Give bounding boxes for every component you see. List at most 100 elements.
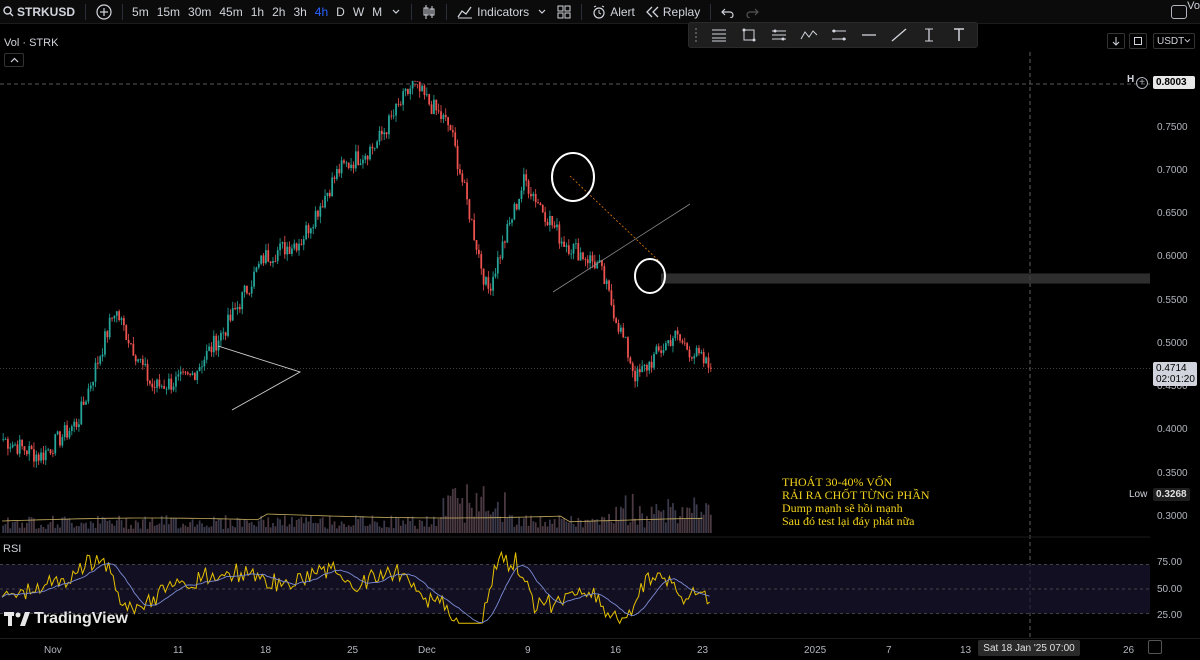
candle-body (466, 182, 468, 200)
candle-body (293, 243, 296, 249)
volume-bar (421, 520, 423, 533)
refresh-icon (1134, 37, 1142, 45)
add-symbol-button[interactable] (91, 0, 117, 24)
zigzag-icon (800, 30, 818, 40)
volume-bar (139, 528, 142, 533)
volume-bar (598, 524, 601, 533)
volume-bar (170, 517, 173, 533)
layout-icon[interactable] (1171, 5, 1187, 19)
candle-body (444, 114, 447, 118)
currency-select[interactable]: USDT (1153, 33, 1195, 49)
candle-body (111, 317, 113, 319)
chart-annotation[interactable]: THOÁT 30-40% VỐN RẢI RA CHỐT TỪNG PHẦN D… (782, 476, 930, 528)
tradingview-logo[interactable]: TradingView (4, 610, 128, 628)
candle-body (220, 332, 222, 341)
intervals-dropdown[interactable] (386, 0, 406, 24)
volume-bar (246, 520, 248, 533)
candle-body (229, 314, 232, 321)
trend-line-tool[interactable] (884, 24, 914, 46)
candle-body (291, 248, 293, 254)
candle-body (515, 204, 518, 210)
chart-type-button[interactable] (417, 0, 441, 24)
arrow-down-icon (1112, 37, 1120, 46)
scroll-down-button[interactable] (1107, 33, 1125, 49)
candle-body (601, 260, 603, 267)
volume-bar (627, 525, 629, 533)
path-tool[interactable] (794, 24, 824, 46)
volume-bar (560, 518, 563, 533)
volume-bar (617, 520, 620, 533)
candle-body (317, 210, 319, 217)
candle-body (215, 335, 218, 351)
volume-bar (141, 519, 144, 533)
candle-body (336, 169, 338, 179)
volume-bar (80, 522, 83, 533)
interval-5m[interactable]: 5m (132, 4, 149, 19)
replay-button[interactable]: Replay (640, 0, 705, 24)
high-price-tag: 0.8003 (1153, 76, 1195, 89)
interval-m[interactable]: M (372, 4, 383, 19)
volume-bar (541, 526, 544, 533)
candle-body (612, 304, 615, 319)
interval-d[interactable]: D (336, 4, 345, 19)
drag-handle[interactable] (695, 28, 698, 42)
volume-bar (345, 527, 348, 533)
candle-body (674, 330, 677, 339)
volume-bar (340, 521, 343, 533)
candlestick-icon (423, 4, 435, 19)
volume-bar (305, 517, 307, 533)
volume-bar (709, 514, 712, 533)
text-cursor-tool[interactable] (914, 24, 944, 46)
fib-retracement-tool[interactable] (704, 24, 734, 46)
candle-body (582, 252, 584, 260)
volume-bar (25, 522, 28, 533)
interval-1h[interactable]: 1h (250, 4, 265, 19)
volume-bar (16, 520, 19, 533)
parallel-channel-tool[interactable] (764, 24, 794, 46)
horizontal-line-tool[interactable] (854, 24, 884, 46)
volume-bar (262, 519, 265, 533)
interval-w[interactable]: W (352, 4, 365, 19)
undo-button[interactable] (716, 0, 740, 24)
collapse-legend-button[interactable] (4, 53, 24, 67)
interval-3h[interactable]: 3h (293, 4, 307, 19)
interval-15m[interactable]: 15m (156, 4, 181, 19)
text-tool[interactable] (944, 24, 974, 46)
candle-body (615, 318, 618, 324)
rectangle-tool[interactable] (734, 24, 764, 46)
interval-45m[interactable]: 45m (219, 4, 243, 19)
volume-bar (603, 517, 606, 533)
interval-4h[interactable]: 4h (314, 4, 329, 19)
symbol-search[interactable]: STRKUSD (0, 0, 80, 24)
range-tool[interactable] (824, 24, 854, 46)
candle-body (191, 373, 194, 375)
candle-body (560, 241, 563, 244)
volume-bar (144, 516, 147, 533)
candle-body (108, 317, 111, 338)
indicators-button[interactable]: Indicators (452, 0, 552, 24)
templates-button[interactable] (552, 0, 576, 24)
candle-body (456, 145, 459, 170)
alert-button[interactable]: Alert (587, 0, 640, 24)
volume-bar (369, 524, 371, 533)
candle-body (364, 155, 367, 160)
candle-body (184, 371, 187, 373)
candle-body (37, 454, 40, 461)
candle-body (508, 222, 511, 225)
interval-30m[interactable]: 30m (188, 4, 212, 19)
interval-2h[interactable]: 2h (272, 4, 286, 19)
volume-bar (326, 528, 329, 533)
redo-button[interactable] (740, 0, 764, 24)
candle-body (499, 257, 502, 259)
volume-bar (123, 527, 125, 533)
volume-bar (343, 523, 345, 533)
time-axis[interactable]: Nov 11 18 25 Dec 9 16 23 2025 7 13 26 (0, 638, 1200, 660)
candle-body (433, 99, 435, 115)
volume-bar (636, 524, 639, 533)
auto-scale-button[interactable] (1129, 33, 1147, 49)
axis-settings-button[interactable] (1148, 640, 1162, 654)
add-alert-icon[interactable]: + (1136, 77, 1148, 89)
volume-bar (276, 517, 279, 533)
candle-body (404, 88, 407, 92)
